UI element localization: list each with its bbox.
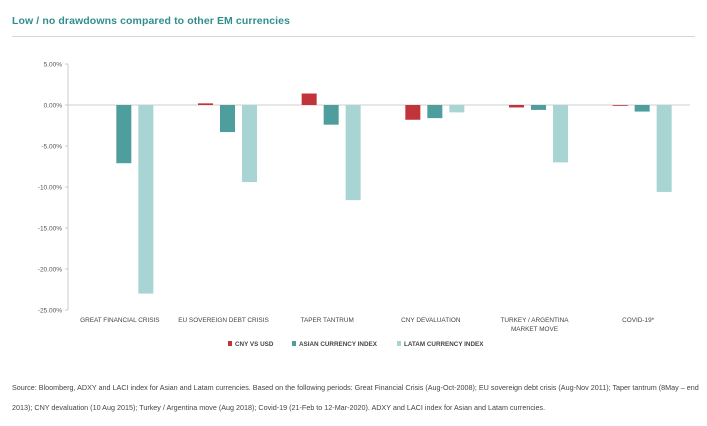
x-category-label: COVID-19* xyxy=(622,317,654,324)
x-category-label: TURKEY / ARGENTINA MARKET MOVE xyxy=(500,317,569,333)
x-category-label: GREAT FINANCIAL CRISIS xyxy=(80,317,159,324)
bar-chart: 5.00% 0.00% -5.00% -10.00% -15.00% -20.00% -25… xyxy=(38,61,690,348)
title-divider xyxy=(12,36,695,37)
bar-asian-currency-index xyxy=(531,105,546,110)
bar-asian-currency-index xyxy=(220,105,235,133)
chart-title: Low / no drawdowns compared to other EM … xyxy=(12,15,291,27)
y-tick-label: -5.00% xyxy=(41,143,62,150)
bar-asian-currency-index xyxy=(116,105,132,164)
x-category-label: EU SOVEREIGN DEBT CRISIS xyxy=(178,317,268,324)
legend-swatch xyxy=(397,341,401,346)
bar-cny-vs-usd xyxy=(301,93,317,105)
source-note: Source: Bloomberg, ADXY and LACI index f… xyxy=(12,383,699,412)
y-tick-label: -15.00% xyxy=(38,225,62,232)
bar-latam-currency-index xyxy=(345,105,361,201)
x-category-label: TAPER TANTRUM xyxy=(301,317,354,324)
bar-latam-currency-index xyxy=(138,105,154,294)
bar-cny-vs-usd xyxy=(612,105,628,106)
bar-cny-vs-usd xyxy=(509,105,524,108)
legend-label: ASIAN CURRENCY INDEX xyxy=(299,341,378,348)
legend-label: CNY VS USD xyxy=(235,341,274,348)
bar-latam-currency-index xyxy=(449,105,465,113)
y-tick-label: 0.00% xyxy=(44,102,63,109)
y-tick-label: 5.00% xyxy=(44,61,63,68)
legend-label: LATAM CURRENCY INDEX xyxy=(404,341,484,348)
y-tick-label: -25.00% xyxy=(38,307,62,314)
legend-swatch xyxy=(292,341,296,346)
bar-latam-currency-index xyxy=(553,105,568,163)
legend-swatch xyxy=(228,341,232,346)
bar-asian-currency-index xyxy=(323,105,339,125)
y-tick-label: -10.00% xyxy=(38,184,62,191)
bar-cny-vs-usd xyxy=(198,103,213,105)
bar-latam-currency-index xyxy=(656,105,672,192)
x-category-label: CNY DEVALUATION xyxy=(401,317,461,324)
bar-asian-currency-index xyxy=(634,105,650,112)
bar-asian-currency-index xyxy=(427,105,443,119)
y-tick-label: -20.00% xyxy=(38,266,62,273)
bar-cny-vs-usd xyxy=(405,105,421,120)
bar-latam-currency-index xyxy=(242,105,257,183)
